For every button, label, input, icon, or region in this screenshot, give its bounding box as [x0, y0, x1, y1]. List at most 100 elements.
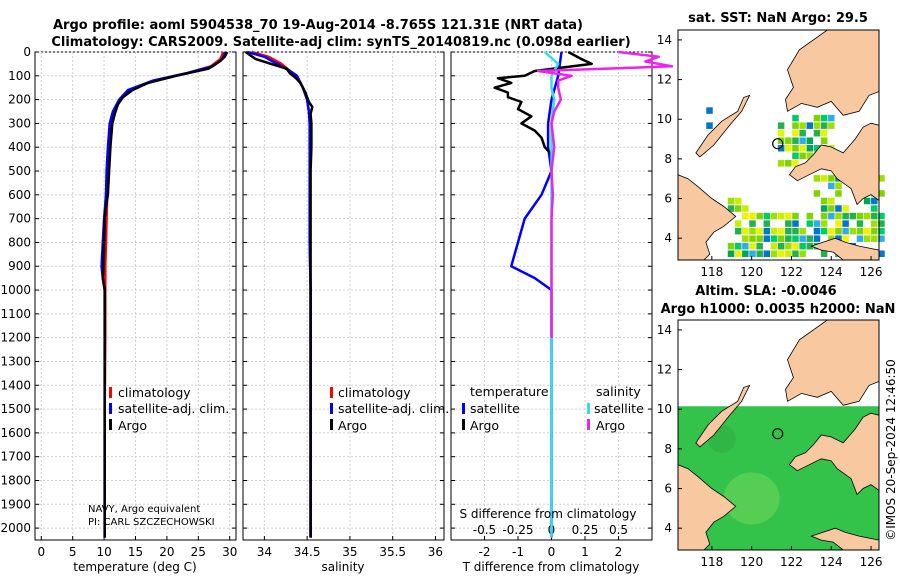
- legend-marker-climatology: [109, 387, 112, 398]
- sst-cell: [806, 145, 814, 152]
- y-tick-label: 700: [8, 212, 31, 226]
- annotation-pi: PI: CARL SZCZECHOWSKI: [88, 517, 215, 528]
- sst-cell: [770, 227, 778, 235]
- sst-cell: [849, 227, 857, 235]
- sst-cell: [806, 152, 814, 160]
- legend-s-satellite: satellite: [594, 401, 644, 416]
- y-tick-label: 1700: [0, 450, 31, 464]
- sst-cell: [828, 227, 835, 235]
- sst-cell: [785, 235, 792, 242]
- sst-cell: [770, 212, 778, 220]
- sst-cell: [792, 129, 799, 137]
- sst-cell: [777, 227, 785, 235]
- difference-xlabel: T difference from climatology: [462, 560, 640, 574]
- sst-cell: [727, 197, 735, 205]
- y-tick-label: 500: [8, 164, 31, 178]
- sst-cell: [813, 122, 821, 129]
- temperature-xlabel: temperature (deg C): [73, 560, 196, 574]
- sst-cell: [842, 212, 849, 220]
- sst-cell: [763, 235, 771, 242]
- annotation-navy: NAVY, Argo equivalent: [88, 504, 200, 515]
- sst-cell: [792, 145, 799, 152]
- sst-cell: [792, 160, 799, 167]
- sst-cell: [734, 220, 742, 227]
- y-tick-label: 300: [8, 116, 31, 130]
- y-tick-label: 14: [657, 323, 672, 337]
- sst-cell: [878, 212, 885, 220]
- y-tick-label: 6: [664, 192, 672, 206]
- sst-cell: [742, 212, 749, 220]
- legend-marker-s-satellite: [587, 403, 590, 414]
- sst-cell: [828, 197, 835, 205]
- x-tick-label: -1: [512, 545, 524, 559]
- sst-cell: [820, 114, 828, 122]
- sst-cell: [835, 205, 842, 212]
- sst-cell: [799, 137, 806, 144]
- sst-cell: [749, 242, 756, 250]
- legend-argo: Argo: [338, 418, 367, 433]
- sst-cell: [820, 220, 828, 227]
- sst-cell: [763, 212, 771, 220]
- sst-cell: [828, 212, 835, 220]
- sst-cell: [878, 250, 885, 257]
- sst-cell: [706, 122, 713, 129]
- y-tick-label: 10: [657, 402, 672, 416]
- x-tick-label: 30: [222, 545, 237, 559]
- sst-cell: [770, 235, 778, 242]
- sla-map-title-2: Argo h1000: 0.0035 h2000: NaN: [661, 302, 896, 317]
- sst-cell: [842, 235, 849, 242]
- y-tick-label: 800: [8, 235, 31, 249]
- y-tick-label: 1600: [0, 426, 31, 440]
- y-tick-label: 4: [664, 521, 672, 535]
- y-tick-label: 1200: [0, 331, 31, 345]
- sst-cell: [813, 175, 821, 182]
- sst-cell: [813, 145, 821, 152]
- x-tick-label: 25: [191, 545, 206, 559]
- sst-cell: [856, 212, 864, 220]
- y-tick-label: 200: [8, 93, 31, 107]
- y-tick-label: 1000: [0, 283, 31, 297]
- x-tick-label: 34: [257, 545, 272, 559]
- sst-cell: [777, 235, 785, 242]
- sst-cell: [828, 175, 835, 182]
- x-tick-label: 118: [700, 265, 723, 279]
- argo-position-marker: [772, 428, 784, 440]
- sst-cell: [828, 114, 835, 122]
- sst-cell: [813, 220, 821, 227]
- legend-marker-satellite: [109, 403, 112, 414]
- sla-map-title-1: Altim. SLA: -0.0046: [695, 284, 836, 299]
- sst-cell: [749, 227, 756, 235]
- sst-cell: [856, 227, 864, 235]
- x-tick-label: 120: [740, 265, 763, 279]
- sst-cell: [842, 220, 849, 227]
- sst-cell: [820, 250, 828, 257]
- legend-header-salinity: salinity: [596, 384, 641, 399]
- sst-cell: [785, 227, 792, 235]
- sst-cell: [742, 205, 749, 212]
- x-tick-label: 10: [96, 545, 111, 559]
- sst-cell: [777, 145, 785, 152]
- palawan-land: [695, 94, 751, 158]
- x-tick-label: 34.5: [294, 545, 321, 559]
- y-tick-label: 1100: [0, 307, 31, 321]
- sst-cell: [785, 242, 792, 250]
- salinity-panel: 34 34.5 35 35.5 36: [242, 50, 445, 559]
- sst-cell: [878, 190, 885, 197]
- copyright-label: ©IMOS 20-Sep-2024 12:46:50: [884, 359, 898, 541]
- sst-cell: [763, 220, 771, 227]
- y-tick-label: 0: [23, 45, 31, 59]
- s-difference-label: S difference from climatology: [460, 507, 637, 521]
- sst-map: sat. SST: NaN Argo: 29.5 118 120 122 124 126…: [657, 11, 885, 279]
- sst-cell: [842, 227, 849, 235]
- sst-cell: [799, 235, 806, 242]
- title-line-1: Argo profile: aoml 5904538_70 19-Aug-201…: [53, 18, 583, 33]
- y-tick-label: 100: [8, 69, 31, 83]
- sst-cell: [799, 152, 806, 160]
- difference-panel: -2 -1 0 1 2-0.5 -0.25 0 0.25 0.5: [450, 50, 674, 559]
- sst-cell: [777, 122, 785, 129]
- series-line-s-argo: [536, 50, 674, 338]
- x-tick-label: 126: [860, 555, 883, 569]
- legend-marker-t-satellite: [462, 403, 465, 414]
- x-tick-label: 5: [69, 545, 77, 559]
- y-tick-label: 1300: [0, 354, 31, 368]
